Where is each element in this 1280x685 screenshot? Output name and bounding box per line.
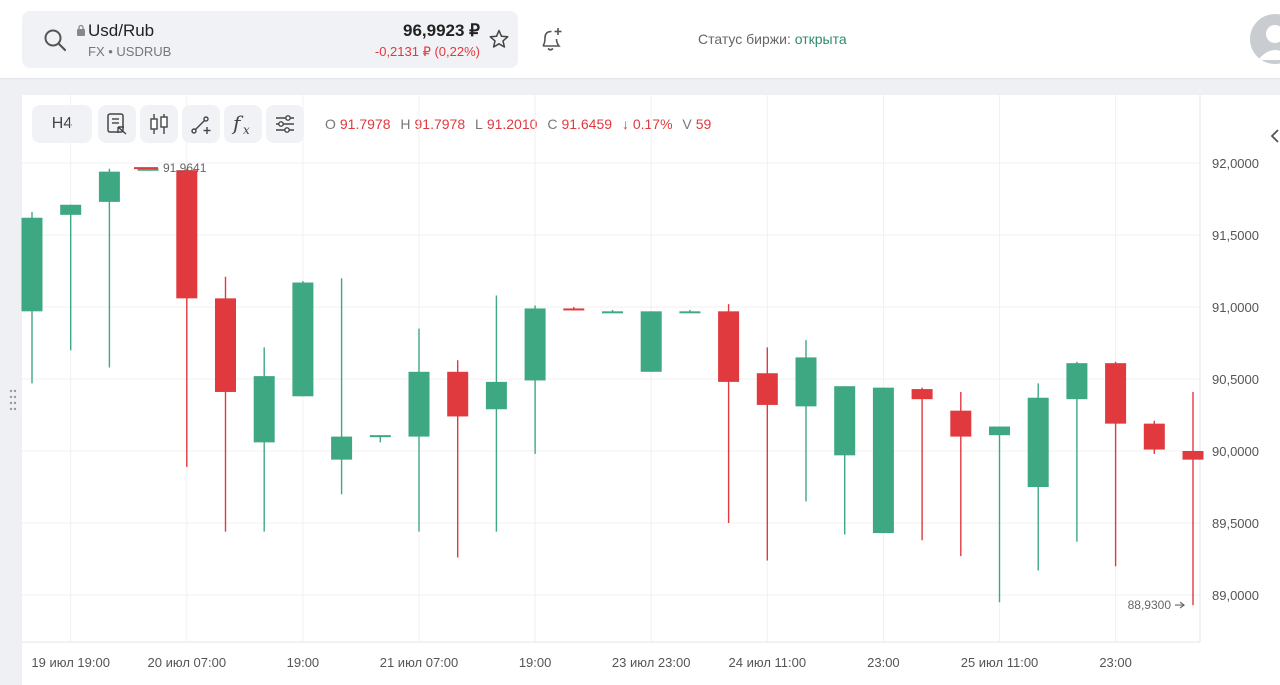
candle-body[interactable]	[447, 371, 469, 417]
ohlc-open-label: O	[325, 116, 336, 132]
candle-body[interactable]	[21, 217, 43, 312]
search-icon[interactable]	[42, 27, 68, 53]
draw-tools-icon[interactable]	[182, 105, 220, 143]
indicators-icon[interactable]: f x	[224, 105, 262, 143]
x-tick-label: 25 июл 11:00	[961, 655, 1039, 670]
candle-body[interactable]	[1182, 451, 1204, 460]
x-tick-label: 19 июл 19:00	[31, 655, 110, 670]
exchange-status: Статус биржи: открыта	[698, 31, 847, 47]
candle-body[interactable]	[563, 308, 585, 311]
avatar-icon[interactable]	[1250, 14, 1280, 64]
current-price: 96,9923 ₽	[403, 21, 480, 40]
x-tick-label: 24 июл 11:00	[729, 655, 807, 670]
ohlc-high-label: H	[400, 116, 411, 132]
x-tick-label: 21 июл 07:00	[380, 655, 459, 670]
ohlc-low-label: L	[475, 116, 483, 132]
ohlc-legend: O 91.7978 H 91.7978 L 91.2010 C 91.6459 ↓ 0.…	[325, 116, 717, 132]
candle-body[interactable]	[911, 389, 933, 400]
candle-body[interactable]	[1143, 423, 1165, 450]
bell-plus-icon[interactable]	[538, 26, 564, 54]
candle-body[interactable]	[1027, 397, 1049, 487]
pair-subtitle: FX • USDRUB	[88, 44, 172, 59]
settings-sliders-icon[interactable]	[266, 105, 304, 143]
candle-body[interactable]	[872, 387, 894, 534]
x-tick-label: 19:00	[287, 655, 320, 670]
candle-body[interactable]	[1105, 363, 1127, 424]
candle-body[interactable]	[215, 298, 236, 392]
ticker-search-box[interactable]: Usd/Rub FX • USDRUB 96,9923 ₽ -0,2131 ₽ …	[22, 11, 518, 68]
candles-icon[interactable]	[140, 105, 178, 143]
high-marker-label: 91,9641	[163, 161, 207, 175]
candle-body[interactable]	[989, 426, 1010, 436]
candle-body[interactable]	[795, 357, 817, 407]
arrow-right-icon	[1175, 601, 1185, 609]
candle-body[interactable]	[292, 282, 314, 397]
ohlc-high: 91.7978	[414, 116, 466, 132]
ohlc-volume: 59	[695, 116, 712, 132]
x-tick-label: 19:00	[519, 655, 552, 670]
y-tick-label: 89,5000	[1212, 516, 1259, 531]
candle-body[interactable]	[950, 410, 972, 437]
x-tick-label: 23 июл 23:00	[612, 655, 691, 670]
candle-body[interactable]	[640, 311, 662, 372]
ohlc-volume-label: V	[682, 116, 692, 132]
ohlc-close: 91.6459	[561, 116, 613, 132]
chart-type-icon[interactable]	[98, 105, 136, 143]
lock-icon	[77, 24, 85, 36]
candle-body[interactable]	[176, 170, 198, 299]
candle-body[interactable]	[98, 171, 120, 202]
candle-body[interactable]	[834, 386, 856, 456]
candle-body[interactable]	[408, 371, 430, 437]
price-change: -0,2131 ₽ (0,22%)	[374, 44, 480, 59]
candlestick-chart[interactable]: 92,0000 91,5000 91,0000 90,5000 90,0000 89,50…	[0, 95, 1280, 685]
candle-body[interactable]	[718, 311, 740, 382]
candle-body[interactable]	[369, 435, 391, 438]
status-label: Статус биржи:	[698, 31, 795, 47]
candle-body[interactable]	[524, 308, 546, 381]
candle-body[interactable]	[1066, 363, 1088, 400]
y-tick-label: 91,5000	[1212, 228, 1259, 243]
pair-name: Usd/Rub	[88, 21, 155, 40]
status-value: открыта	[794, 31, 847, 47]
y-tick-label: 90,5000	[1212, 372, 1259, 387]
candle-body[interactable]	[253, 376, 275, 443]
svg-text:x: x	[243, 123, 250, 137]
y-tick-label: 91,0000	[1212, 300, 1259, 315]
y-tick-label: 89,0000	[1212, 588, 1259, 603]
ohlc-low: 91.2010	[486, 116, 538, 132]
interval-label: H4	[51, 115, 73, 132]
y-tick-label: 92,0000	[1212, 156, 1259, 171]
candle-body[interactable]	[331, 436, 353, 460]
interval-button[interactable]: H4	[32, 105, 92, 143]
candle-body[interactable]	[485, 381, 507, 410]
ohlc-close-label: C	[547, 116, 558, 132]
candle-body[interactable]	[756, 373, 778, 405]
chevron-left-icon[interactable]	[1268, 125, 1280, 147]
x-tick-label: 23:00	[1099, 655, 1132, 670]
candle-body[interactable]	[602, 311, 623, 314]
x-tick-label: 20 июл 07:00	[148, 655, 227, 670]
grip-icon[interactable]	[9, 388, 17, 414]
candle-body[interactable]	[679, 311, 701, 314]
low-marker-label: 88,9300	[1128, 598, 1172, 612]
candle-body[interactable]	[60, 204, 82, 215]
star-icon[interactable]	[488, 28, 510, 50]
ohlc-change: ↓ 0.17%	[621, 116, 673, 132]
top-bar: Usd/Rub FX • USDRUB 96,9923 ₽ -0,2131 ₽ …	[0, 0, 1280, 79]
y-tick-label: 90,0000	[1212, 444, 1259, 459]
x-tick-label: 23:00	[867, 655, 900, 670]
candle-body[interactable]	[137, 168, 159, 171]
ohlc-open: 91.7978	[339, 116, 391, 132]
